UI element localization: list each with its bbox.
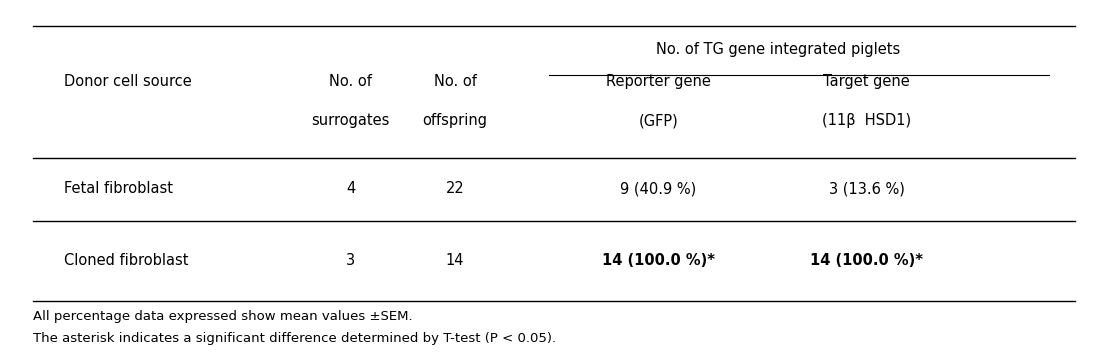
Text: No. of: No. of: [433, 74, 476, 89]
Text: 4: 4: [347, 181, 355, 196]
Text: The asterisk indicates a significant difference determined by T-test (P < 0.05).: The asterisk indicates a significant dif…: [33, 332, 556, 345]
Text: No. of TG gene integrated piglets: No. of TG gene integrated piglets: [656, 42, 901, 57]
Text: All percentage data expressed show mean values ±SEM.: All percentage data expressed show mean …: [33, 310, 412, 323]
Text: 3: 3: [347, 253, 355, 268]
Text: 3 (13.6 %): 3 (13.6 %): [828, 181, 905, 196]
Text: Fetal fibroblast: Fetal fibroblast: [64, 181, 173, 196]
Text: surrogates: surrogates: [312, 113, 389, 129]
Text: Donor cell source: Donor cell source: [64, 74, 192, 89]
Text: 14 (100.0 %)*: 14 (100.0 %)*: [810, 253, 924, 268]
Text: Target gene: Target gene: [823, 74, 911, 89]
Text: 22: 22: [445, 181, 464, 196]
Text: (GFP): (GFP): [638, 113, 678, 129]
Text: 14 (100.0 %)*: 14 (100.0 %)*: [601, 253, 715, 268]
Text: No. of: No. of: [329, 74, 372, 89]
Text: offspring: offspring: [422, 113, 487, 129]
Text: (11β  HSD1): (11β HSD1): [822, 113, 912, 129]
Text: Cloned fibroblast: Cloned fibroblast: [64, 253, 189, 268]
Text: 14: 14: [445, 253, 464, 268]
Text: 9 (40.9 %): 9 (40.9 %): [620, 181, 697, 196]
Text: Reporter gene: Reporter gene: [606, 74, 711, 89]
